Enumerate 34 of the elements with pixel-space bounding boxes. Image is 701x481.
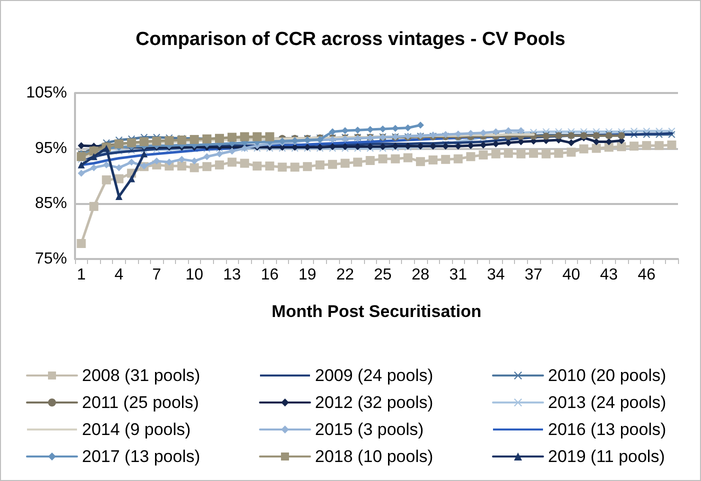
y-tick-label: 105% — [26, 84, 67, 102]
legend-label: 2008 (31 pools) — [82, 366, 200, 385]
x-axis-title: Month Post Securitisation — [272, 302, 482, 321]
x-tick-label: 22 — [336, 266, 354, 284]
x-tick-label: 13 — [223, 266, 242, 284]
legend-label: 2016 (13 pools) — [548, 420, 666, 439]
x-tick-label: 1 — [76, 266, 86, 284]
x-tick-label: 46 — [638, 266, 656, 284]
y-tick-label: 95% — [34, 140, 67, 157]
x-tick-label: 7 — [152, 266, 162, 284]
x-tick-label: 37 — [524, 266, 543, 284]
x-tick-label: 16 — [260, 266, 279, 284]
legend-label: 2018 (10 pools) — [315, 447, 434, 466]
legend-label: 2009 (24 pools) — [315, 366, 434, 385]
legend-label: 2017 (13 pools) — [82, 447, 200, 466]
legend-label: 2010 (20 pools) — [548, 366, 666, 385]
x-tick-label: 10 — [185, 266, 204, 284]
x-tick-label: 28 — [412, 266, 430, 284]
legend-label: 2019 (11 pools) — [548, 447, 665, 466]
x-tick-label: 25 — [374, 266, 392, 284]
x-tick-label: 4 — [114, 266, 124, 284]
x-tick-label: 34 — [486, 266, 505, 284]
legend-label: 2013 (24 pools) — [548, 393, 666, 412]
x-tick-label: 31 — [449, 266, 468, 284]
y-tick-label: 85% — [34, 195, 67, 212]
x-tick-label: 19 — [298, 266, 316, 284]
legend-label: 2014 (9 pools) — [82, 420, 191, 439]
x-tick-label: 43 — [600, 266, 618, 284]
x-tick-label: 40 — [562, 266, 580, 284]
legend-label: 2015 (3 pools) — [315, 420, 424, 439]
y-tick-label: 75% — [34, 250, 67, 268]
legend-label: 2012 (32 pools) — [315, 393, 434, 412]
chart-title: Comparison of CCR across vintages - CV Pools — [136, 29, 566, 50]
legend-label: 2011 (25 pools) — [82, 393, 199, 412]
